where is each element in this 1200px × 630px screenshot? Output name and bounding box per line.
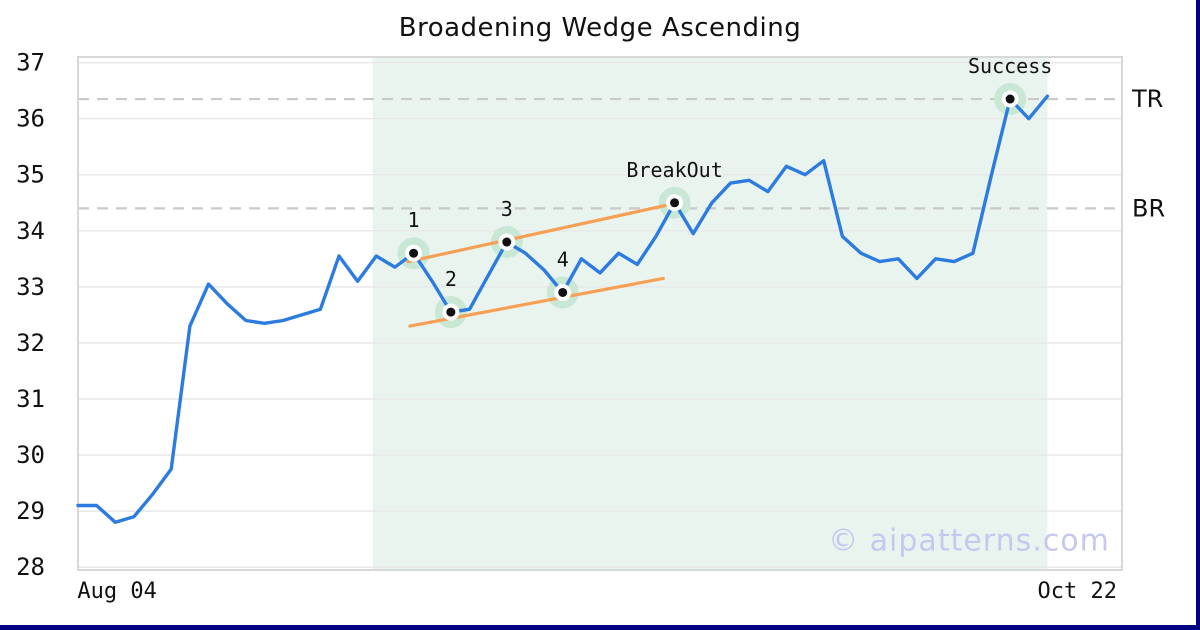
marker-label-BreakOut: BreakOut [626, 158, 722, 182]
bottom-frame-bar [0, 625, 1200, 630]
marker-label-4: 4 [557, 247, 569, 271]
y-tick-label: 30 [16, 441, 45, 469]
level-label-BR: BR [1132, 194, 1165, 222]
marker-label-1: 1 [408, 208, 420, 232]
marker-dot [446, 307, 456, 317]
right-frame-bar [1196, 0, 1200, 630]
level-label-TR: TR [1131, 85, 1163, 113]
marker-dot [502, 237, 512, 247]
plot-border [77, 56, 1123, 571]
marker-dot [1005, 94, 1015, 104]
y-tick-label: 29 [16, 497, 45, 525]
y-tick-label: 37 [16, 49, 45, 77]
marker-dot [670, 198, 680, 208]
marker-label-2: 2 [445, 267, 457, 291]
chart-title: Broadening Wedge Ascending [398, 13, 802, 43]
y-tick-label: 32 [16, 329, 45, 357]
x-tick-label: Aug 04 [77, 579, 156, 604]
y-tick-label: 34 [16, 217, 45, 245]
y-tick-label: 36 [16, 105, 45, 133]
marker-dot [409, 248, 419, 258]
x-tick-label: Oct 22 [1038, 579, 1117, 604]
y-tick-label: 28 [16, 553, 45, 581]
marker-dot [558, 287, 568, 297]
y-tick-label: 35 [16, 161, 45, 189]
y-tick-label: 33 [16, 273, 45, 301]
trendline-upper [406, 203, 667, 264]
marker-label-Success: Success [968, 54, 1052, 78]
marker-label-3: 3 [501, 197, 513, 221]
y-tick-label: 31 [16, 385, 45, 413]
